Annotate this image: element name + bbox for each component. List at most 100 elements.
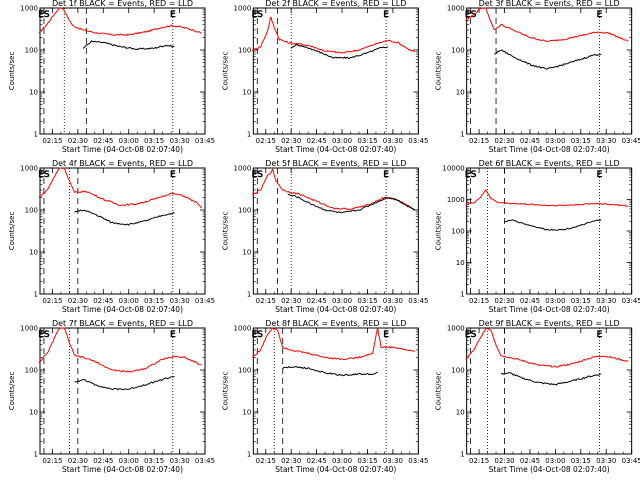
y-tick-label: 100 <box>451 47 464 55</box>
x-tick-label: 03:15 <box>144 457 164 465</box>
plot-frame <box>466 7 633 135</box>
y-tick-label: 10 <box>456 409 465 417</box>
x-tick-label: 03:15 <box>571 297 591 305</box>
y-tick-label: 1 <box>460 131 464 139</box>
x-tick-label: 02:15 <box>42 457 62 465</box>
y-tick-label: 100 <box>238 207 251 215</box>
x-tick-label: 02:30 <box>281 137 301 145</box>
x-tick-label: 02:45 <box>520 297 540 305</box>
x-tick-label: 03:00 <box>545 457 565 465</box>
chart-panel-9: Det 9f BLACK = Events, RED = LLD 1 10 100 10… <box>435 319 640 474</box>
y-tick-label: 100 <box>451 228 464 236</box>
y-tick-label: 1000 <box>234 165 252 173</box>
x-tick-label: 03:45 <box>408 297 428 305</box>
x-tick-label: 03:30 <box>596 457 616 465</box>
x-tick-label: 03:45 <box>195 297 215 305</box>
x-tick-label: 02:15 <box>256 297 276 305</box>
chart-panel-3: Det 3f BLACK = Events, RED = LLD 1 10 100 10… <box>435 0 640 154</box>
y-tick-label: 100 <box>25 47 38 55</box>
segment-marker-label: ES <box>38 330 50 340</box>
chart-panel-4: Det 4f BLACK = Events, RED = LLD 1 10 100 10… <box>8 159 215 314</box>
x-tick-label: 03:45 <box>408 137 428 145</box>
events-series-line <box>282 365 378 377</box>
events-series-line <box>500 372 602 386</box>
chart-title: Det 4f BLACK = Events, RED = LLD <box>52 159 193 168</box>
chart-panel-7: Det 7f BLACK = Events, RED = LLD 1 10 100 10… <box>8 319 215 474</box>
x-tick-label: 02:15 <box>42 137 62 145</box>
y-axis-label: Counts/sec <box>435 212 443 251</box>
x-tick-label: 03:00 <box>119 457 139 465</box>
chart-title: Det 9f BLACK = Events, RED = LLD <box>479 319 620 328</box>
plot-frame <box>252 167 419 295</box>
lld-series-line <box>251 16 416 54</box>
x-tick-label: 03:00 <box>119 297 139 305</box>
y-tick-label: 1000 <box>20 165 38 173</box>
x-axis-label: Start Time (04-Oct-08 02:07:40) <box>489 145 610 154</box>
y-tick-label: 10 <box>456 259 465 267</box>
y-tick-label: 1000 <box>20 5 38 13</box>
x-tick-label: 03:30 <box>596 297 616 305</box>
x-tick-label: 02:45 <box>93 457 113 465</box>
events-series-line <box>494 49 602 70</box>
y-axis-label: Counts/sec <box>8 372 16 411</box>
events-series-line <box>287 193 416 214</box>
y-axis-label: Counts/sec <box>8 212 16 251</box>
x-tick-label: 03:45 <box>622 137 640 145</box>
y-tick-label: 1000 <box>234 5 252 13</box>
x-tick-label: 03:45 <box>622 457 640 465</box>
chart-panel-2: Det 2f BLACK = Events, RED = LLD 1 10 100 10… <box>221 0 428 154</box>
x-tick-label: 03:30 <box>169 137 189 145</box>
y-tick-label: 10 <box>242 409 251 417</box>
segment-marker-label: ES <box>252 10 264 20</box>
x-tick-label: 02:45 <box>93 297 113 305</box>
x-axis-label: Start Time (04-Oct-08 02:07:40) <box>62 465 183 474</box>
y-tick-label: 1 <box>34 131 38 139</box>
x-tick-label: 02:30 <box>494 457 514 465</box>
chart-title: Det 6f BLACK = Events, RED = LLD <box>479 159 620 168</box>
segment-marker-label: ES <box>465 170 477 180</box>
x-tick-label: 03:45 <box>195 137 215 145</box>
chart-panel-5: Det 5f BLACK = Events, RED = LLD 1 10 100 10… <box>221 159 428 314</box>
y-tick-label: 10 <box>242 249 251 257</box>
x-tick-label: 03:45 <box>195 457 215 465</box>
x-tick-label: 03:15 <box>357 457 377 465</box>
y-tick-label: 100 <box>238 367 251 375</box>
x-tick-label: 03:30 <box>383 297 403 305</box>
x-axis-label: Start Time (04-Oct-08 02:07:40) <box>489 305 610 314</box>
y-tick-label: 1000 <box>20 325 38 333</box>
x-tick-label: 03:15 <box>357 297 377 305</box>
x-tick-label: 03:00 <box>332 297 352 305</box>
chart-title: Det 3f BLACK = Events, RED = LLD <box>479 0 620 8</box>
x-tick-label: 02:45 <box>93 137 113 145</box>
segment-marker-label: E <box>597 170 603 180</box>
lld-series-line <box>465 189 629 207</box>
x-tick-label: 02:30 <box>281 297 301 305</box>
y-tick-label: 100 <box>25 207 38 215</box>
chart-title: Det 5f BLACK = Events, RED = LLD <box>265 159 406 168</box>
events-series-line <box>74 376 175 391</box>
x-tick-label: 03:00 <box>332 457 352 465</box>
plot-frame <box>39 327 206 455</box>
y-tick-label: 1 <box>247 131 251 139</box>
x-tick-label: 02:15 <box>469 137 489 145</box>
segment-marker-label: E <box>383 170 389 180</box>
x-tick-label: 03:30 <box>169 457 189 465</box>
x-tick-label: 02:15 <box>469 297 489 305</box>
x-tick-label: 02:30 <box>68 457 88 465</box>
chart-panel-8: Det 8f BLACK = Events, RED = LLD 1 10 100 10… <box>221 319 428 474</box>
plot-frame <box>252 327 419 455</box>
y-tick-label: 10 <box>29 409 38 417</box>
y-axis-label: Counts/sec <box>221 372 229 411</box>
plot-frame <box>252 7 419 135</box>
lld-series-line <box>251 327 416 361</box>
chart-title: Det 8f BLACK = Events, RED = LLD <box>265 319 406 328</box>
x-tick-label: 02:45 <box>307 297 327 305</box>
lld-series-line <box>38 167 203 209</box>
x-axis-label: Start Time (04-Oct-08 02:07:40) <box>62 145 183 154</box>
events-series-line <box>82 40 175 51</box>
y-axis-label: Counts/sec <box>435 52 443 91</box>
x-tick-label: 03:15 <box>571 137 591 145</box>
lld-series-line <box>38 327 202 373</box>
chart-title: Det 1f BLACK = Events, RED = LLD <box>52 0 193 8</box>
